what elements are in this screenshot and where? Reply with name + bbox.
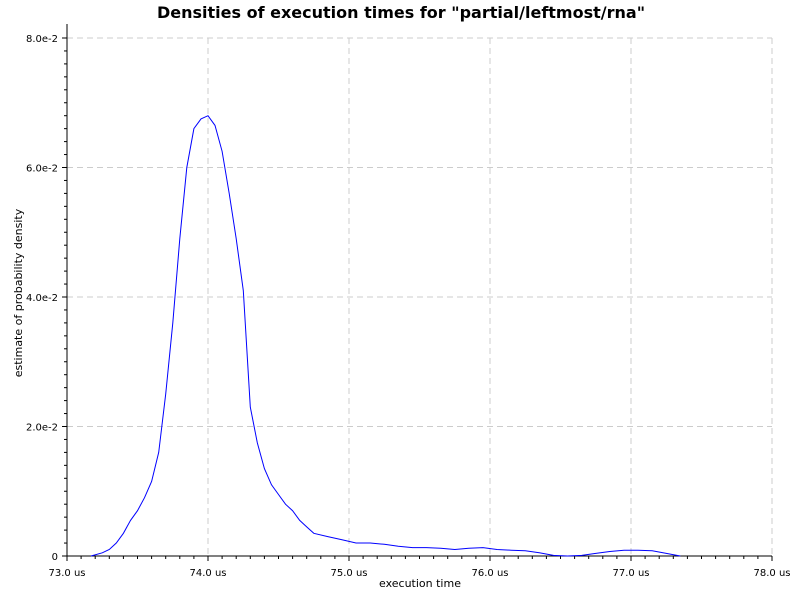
y-tick-label: 0 — [52, 552, 58, 563]
tick-labels: 73.0 us 74.0 us 75.0 us 76.0 us 77.0 us 78.0 … — [26, 34, 791, 579]
x-tick-label: 78.0 us — [754, 568, 791, 579]
x-tick-label: 73.0 us — [49, 568, 86, 579]
axes — [62, 24, 773, 561]
x-tick-label: 75.0 us — [331, 568, 368, 579]
y-tick-label: 8.0e-2 — [26, 34, 58, 45]
chart-title: Densities of execution times for "partia… — [157, 3, 645, 22]
density-series-line — [90, 115, 681, 557]
grid-lines — [67, 37, 773, 556]
y-tick-label: 2.0e-2 — [26, 423, 58, 434]
x-tick-label: 77.0 us — [613, 568, 650, 579]
x-tick-label: 74.0 us — [190, 568, 227, 579]
series-layer — [90, 115, 681, 557]
y-tick-label: 6.0e-2 — [26, 164, 58, 175]
x-tick-label: 76.0 us — [472, 568, 509, 579]
y-axis-label: estimate of probability density — [12, 208, 25, 377]
x-axis-label: execution time — [379, 577, 461, 590]
y-tick-label: 4.0e-2 — [26, 293, 58, 304]
